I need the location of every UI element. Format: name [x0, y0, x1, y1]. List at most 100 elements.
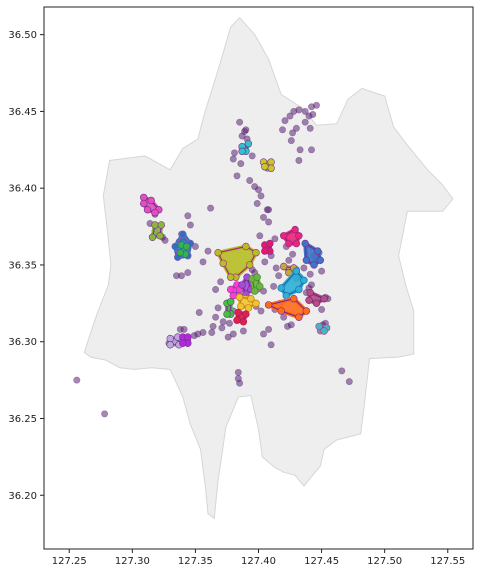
- cluster-point: [157, 221, 166, 229]
- location-point: [236, 379, 244, 387]
- location-point: [233, 172, 241, 180]
- location-point: [265, 325, 273, 333]
- cluster-point: [239, 318, 248, 326]
- cluster-point: [253, 273, 261, 281]
- location-point: [265, 206, 273, 214]
- cluster-point: [166, 334, 174, 343]
- location-point: [287, 321, 295, 329]
- cluster-point: [252, 299, 260, 307]
- cluster: [301, 239, 324, 269]
- cluster-point: [238, 147, 246, 156]
- cluster-point: [227, 298, 235, 306]
- location-point: [73, 376, 81, 384]
- cluster-point: [295, 313, 303, 321]
- location-point: [214, 304, 222, 312]
- location-point: [306, 270, 314, 278]
- location-point: [199, 328, 207, 336]
- cluster: [280, 262, 298, 277]
- location-point: [345, 378, 353, 386]
- x-tick-label: 127.50: [367, 556, 402, 567]
- cluster-point: [292, 239, 301, 248]
- location-point: [219, 318, 227, 326]
- x-tick-label: 127.35: [178, 556, 213, 567]
- location-point: [301, 107, 309, 115]
- location-point: [231, 149, 239, 157]
- cluster-point: [252, 249, 260, 257]
- cluster: [248, 273, 264, 295]
- location-point: [256, 232, 264, 240]
- cluster-point: [242, 310, 250, 318]
- location-point: [295, 157, 303, 165]
- cluster: [280, 225, 303, 248]
- x-tick-label: 127.30: [115, 556, 150, 567]
- cluster-point: [300, 276, 308, 284]
- cluster-point: [267, 164, 275, 172]
- y-tick-label: 36.20: [8, 491, 37, 502]
- cluster-point: [238, 281, 246, 289]
- location-point: [285, 256, 293, 264]
- cluster-point: [182, 242, 191, 251]
- location-point: [271, 235, 279, 243]
- cluster-point: [140, 193, 148, 202]
- cluster-point: [264, 301, 273, 309]
- cluster-point: [295, 285, 303, 294]
- x-axis: 127.25 127.30 127.35 127.40 127.45 127.50 127.…: [52, 549, 465, 567]
- cluster-point: [229, 292, 238, 300]
- cluster: [238, 273, 255, 298]
- cluster-point: [285, 268, 293, 277]
- cluster-point: [147, 196, 155, 205]
- location-point: [265, 218, 273, 226]
- location-point: [186, 221, 194, 229]
- cluster: [238, 140, 253, 156]
- location-point: [199, 258, 207, 266]
- cluster-point: [302, 307, 311, 315]
- location-point: [257, 307, 265, 315]
- cluster: [305, 288, 328, 307]
- cluster: [261, 239, 274, 255]
- y-tick-label: 36.45: [8, 107, 37, 118]
- location-point: [229, 330, 237, 338]
- x-tick-label: 127.40: [241, 556, 276, 567]
- cluster-point: [320, 327, 328, 335]
- location-point: [259, 213, 267, 221]
- cluster-point: [235, 293, 244, 301]
- cluster: [259, 158, 275, 172]
- location-point: [217, 278, 225, 286]
- location-point: [318, 305, 326, 313]
- location-point: [295, 106, 303, 114]
- cluster: [315, 322, 331, 335]
- location-point: [259, 287, 267, 295]
- cluster: [223, 298, 235, 318]
- cluster-point: [227, 285, 235, 294]
- location-point: [261, 258, 269, 266]
- y-axis: 36.50 36.45 36.40 36.35 36.30 36.25 36.20: [8, 30, 44, 502]
- cluster-point: [244, 140, 253, 148]
- cluster: [148, 221, 166, 242]
- clusters-layer: [140, 140, 331, 349]
- cluster-point: [242, 242, 250, 251]
- location-point: [184, 212, 192, 220]
- cluster-point: [256, 282, 264, 291]
- cluster-point: [315, 322, 323, 331]
- location-point: [289, 250, 297, 258]
- location-point: [289, 129, 297, 137]
- plot-area: [73, 16, 454, 520]
- location-point: [272, 264, 280, 272]
- location-point: [178, 272, 186, 280]
- cluster-point: [246, 261, 254, 269]
- cluster-point: [251, 287, 259, 295]
- cluster-point: [179, 339, 187, 347]
- location-point: [180, 325, 188, 333]
- cluster-point: [223, 310, 231, 318]
- cluster-point: [320, 295, 328, 303]
- location-point: [204, 247, 212, 255]
- cluster-point: [219, 259, 227, 268]
- cluster-point: [280, 262, 288, 271]
- y-tick-label: 36.35: [8, 260, 37, 271]
- cluster-point: [166, 341, 174, 349]
- location-point: [292, 124, 300, 132]
- cluster: [277, 267, 308, 300]
- location-point: [242, 126, 250, 134]
- location-point: [286, 112, 294, 120]
